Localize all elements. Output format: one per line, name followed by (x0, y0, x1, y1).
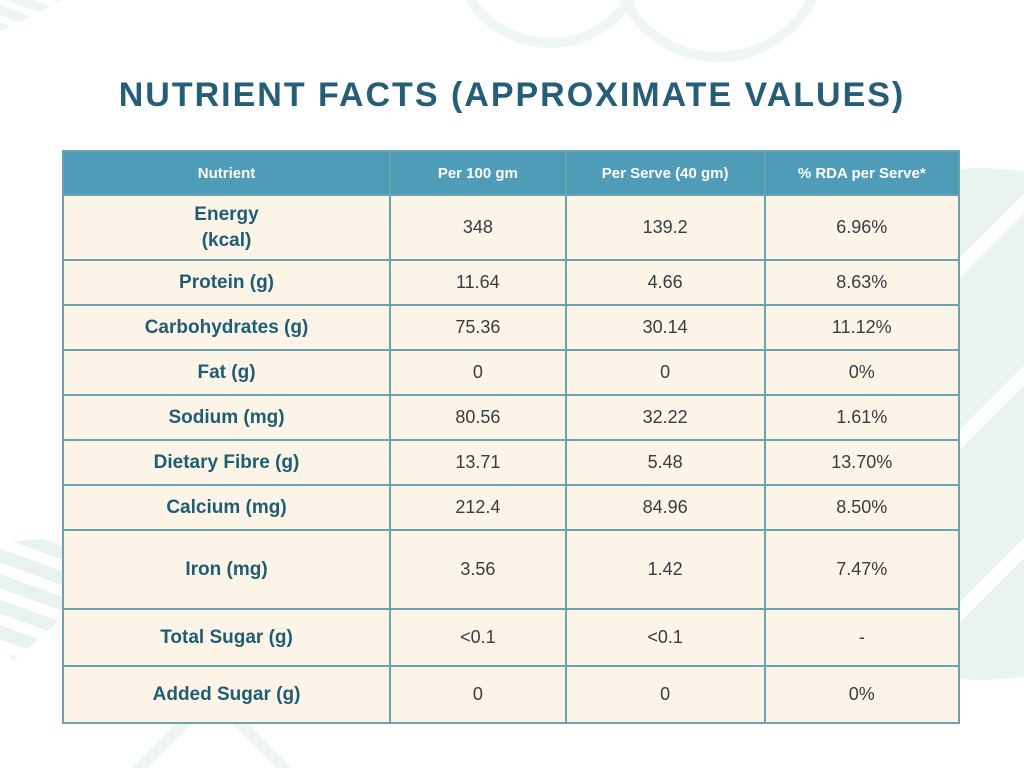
value-per-serve: 4.66 (564, 259, 766, 306)
value-per-100gm: 80.56 (389, 394, 567, 441)
value-per-serve: 5.48 (564, 439, 766, 486)
nutrient-name: Calcium (mg) (61, 484, 392, 531)
table-row-dietary-fibre: Dietary Fibre (g) 13.71 5.48 13.70% (61, 439, 961, 486)
arc-decoration (608, 0, 828, 62)
table-header-row: Nutrient Per 100 gm Per Serve (40 gm) % … (61, 150, 961, 196)
table-row-total-sugar: Total Sugar (g) <0.1 <0.1 - (61, 608, 961, 667)
col-header-rda-per-serve: % RDA per Serve* (763, 150, 961, 196)
value-rda: 6.96% (763, 194, 961, 261)
table-row-energy: Energy (kcal) 348 139.2 6.96% (61, 194, 961, 261)
value-per-100gm: 0 (389, 665, 567, 724)
table-row-fat: Fat (g) 0 0 0% (61, 349, 961, 396)
value-per-serve: 0 (564, 349, 766, 396)
page-title: NUTRIENT FACTS (APPROXIMATE VALUES) (118, 76, 906, 114)
table-row-carbohydrates: Carbohydrates (g) 75.36 30.14 11.12% (61, 304, 961, 351)
value-per-100gm: 11.64 (389, 259, 567, 306)
striped-triangle-decoration (0, 0, 62, 32)
table-row-iron: Iron (mg) 3.56 1.42 7.47% (61, 529, 961, 610)
value-per-100gm: <0.1 (389, 608, 567, 667)
nutrient-name: Added Sugar (g) (61, 665, 392, 724)
table-row-sodium: Sodium (mg) 80.56 32.22 1.61% (61, 394, 961, 441)
value-rda: 1.61% (763, 394, 961, 441)
nutrient-name: Fat (g) (61, 349, 392, 396)
value-per-serve: 84.96 (564, 484, 766, 531)
value-per-serve: 30.14 (564, 304, 766, 351)
value-rda: 7.47% (763, 529, 961, 610)
col-header-per-100gm: Per 100 gm (389, 150, 567, 196)
value-rda: 8.63% (763, 259, 961, 306)
value-per-100gm: 348 (389, 194, 567, 261)
value-per-serve: 1.42 (564, 529, 766, 610)
nutrient-name: Dietary Fibre (g) (61, 439, 392, 486)
value-per-100gm: 13.71 (389, 439, 567, 486)
nutrient-name: Total Sugar (g) (61, 608, 392, 667)
value-per-100gm: 3.56 (389, 529, 567, 610)
value-rda: - (763, 608, 961, 667)
value-per-serve: 32.22 (564, 394, 766, 441)
table-row-added-sugar: Added Sugar (g) 0 0 0% (61, 665, 961, 724)
value-per-100gm: 0 (389, 349, 567, 396)
value-per-100gm: 75.36 (389, 304, 567, 351)
value-per-100gm: 212.4 (389, 484, 567, 531)
nutrient-name: Protein (g) (61, 259, 392, 306)
nutrient-name: Sodium (mg) (61, 394, 392, 441)
col-header-nutrient: Nutrient (61, 150, 392, 196)
value-rda: 13.70% (763, 439, 961, 486)
value-per-serve: 139.2 (564, 194, 766, 261)
table-row-protein: Protein (g) 11.64 4.66 8.63% (61, 259, 961, 306)
value-rda: 8.50% (763, 484, 961, 531)
nutrient-name: Iron (mg) (61, 529, 392, 610)
value-per-serve: <0.1 (564, 608, 766, 667)
value-rda: 0% (763, 665, 961, 724)
nutrient-name: Carbohydrates (g) (61, 304, 392, 351)
arc-decoration (450, 0, 650, 48)
col-header-per-serve: Per Serve (40 gm) (564, 150, 766, 196)
value-rda: 11.12% (763, 304, 961, 351)
value-rda: 0% (763, 349, 961, 396)
table-row-calcium: Calcium (mg) 212.4 84.96 8.50% (61, 484, 961, 531)
nutrient-name: Energy (kcal) (61, 194, 392, 261)
value-per-serve: 0 (564, 665, 766, 724)
nutrient-facts-table: Nutrient Per 100 gm Per Serve (40 gm) % … (61, 150, 961, 724)
